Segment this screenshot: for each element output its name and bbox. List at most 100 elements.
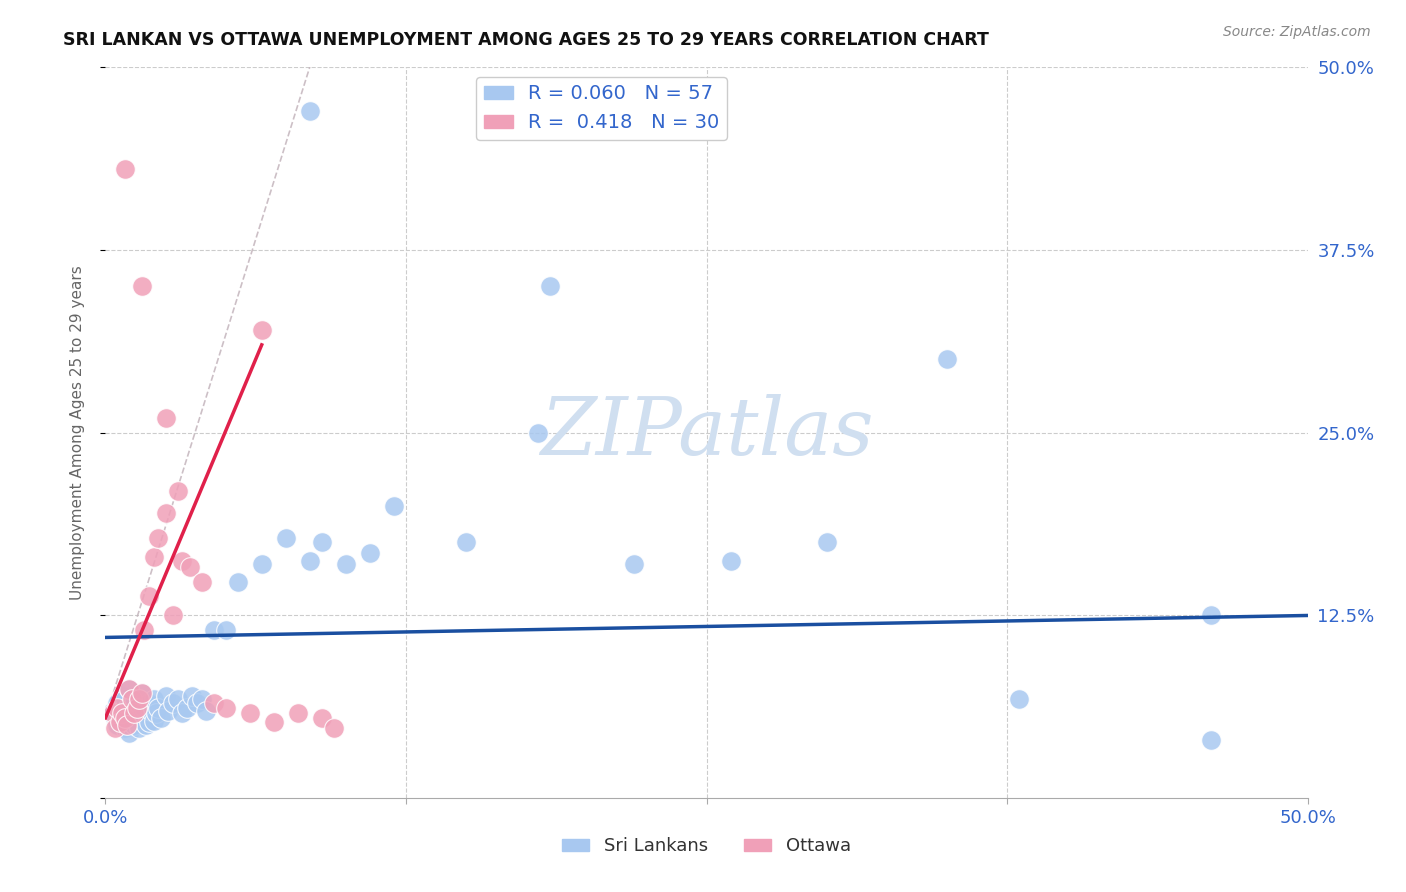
- Point: [202, 623, 225, 637]
- Point: [214, 700, 236, 714]
- Point: [139, 704, 162, 718]
- Legend: Sri Lankans, Ottawa: Sri Lankans, Ottawa: [555, 830, 858, 863]
- Point: [104, 711, 127, 725]
- Point: [142, 691, 165, 706]
- Point: [1201, 732, 1223, 747]
- Point: [148, 700, 170, 714]
- Point: [138, 696, 160, 710]
- Point: [148, 531, 170, 545]
- Point: [138, 590, 160, 604]
- Point: [239, 706, 262, 721]
- Point: [202, 696, 225, 710]
- Point: [131, 279, 153, 293]
- Point: [382, 499, 405, 513]
- Point: [131, 686, 153, 700]
- Point: [138, 715, 160, 730]
- Point: [118, 681, 141, 696]
- Point: [311, 711, 333, 725]
- Point: [124, 696, 146, 710]
- Point: [359, 545, 381, 559]
- Point: [181, 689, 204, 703]
- Point: [936, 352, 959, 367]
- Point: [172, 554, 194, 568]
- Point: [195, 704, 218, 718]
- Point: [132, 623, 155, 637]
- Point: [118, 681, 141, 696]
- Point: [155, 411, 177, 425]
- Point: [104, 721, 127, 735]
- Point: [176, 700, 198, 714]
- Point: [1201, 608, 1223, 623]
- Point: [111, 706, 134, 721]
- Text: SRI LANKAN VS OTTAWA UNEMPLOYMENT AMONG AGES 25 TO 29 YEARS CORRELATION CHART: SRI LANKAN VS OTTAWA UNEMPLOYMENT AMONG …: [63, 31, 990, 49]
- Point: [111, 689, 134, 703]
- Point: [287, 706, 309, 721]
- Point: [166, 691, 188, 706]
- Point: [155, 506, 177, 520]
- Point: [132, 700, 155, 714]
- Point: [101, 706, 124, 721]
- Point: [114, 691, 136, 706]
- Y-axis label: Unemployment Among Ages 25 to 29 years: Unemployment Among Ages 25 to 29 years: [70, 265, 84, 600]
- Point: [131, 706, 153, 721]
- Point: [226, 574, 249, 589]
- Point: [166, 484, 188, 499]
- Point: [115, 718, 138, 732]
- Text: Source: ZipAtlas.com: Source: ZipAtlas.com: [1223, 25, 1371, 39]
- Point: [114, 162, 136, 177]
- Point: [114, 711, 136, 725]
- Point: [538, 279, 561, 293]
- Point: [162, 696, 184, 710]
- Point: [186, 696, 208, 710]
- Point: [322, 721, 344, 735]
- Point: [156, 704, 179, 718]
- Point: [454, 535, 477, 549]
- Point: [131, 686, 153, 700]
- Point: [101, 704, 124, 718]
- Point: [720, 554, 742, 568]
- Point: [274, 531, 297, 545]
- Point: [115, 700, 138, 714]
- Point: [125, 700, 148, 714]
- Point: [190, 574, 212, 589]
- Point: [125, 706, 148, 721]
- Point: [114, 721, 136, 735]
- Point: [623, 558, 645, 572]
- Point: [118, 725, 141, 739]
- Point: [111, 715, 134, 730]
- Point: [121, 711, 143, 725]
- Point: [1008, 691, 1031, 706]
- Point: [250, 558, 273, 572]
- Point: [121, 691, 143, 706]
- Point: [335, 558, 357, 572]
- Point: [118, 704, 141, 718]
- Point: [107, 696, 129, 710]
- Point: [149, 711, 172, 725]
- Point: [190, 691, 212, 706]
- Point: [298, 554, 321, 568]
- Point: [250, 323, 273, 337]
- Point: [172, 706, 194, 721]
- Point: [124, 706, 146, 721]
- Point: [135, 718, 157, 732]
- Point: [527, 425, 550, 440]
- Point: [162, 608, 184, 623]
- Point: [124, 718, 146, 732]
- Point: [128, 691, 150, 706]
- Point: [108, 706, 131, 721]
- Point: [142, 714, 165, 728]
- Point: [128, 721, 150, 735]
- Point: [142, 549, 165, 564]
- Point: [107, 718, 129, 732]
- Point: [263, 715, 285, 730]
- Text: ZIPatlas: ZIPatlas: [540, 394, 873, 471]
- Point: [298, 103, 321, 118]
- Point: [214, 623, 236, 637]
- Point: [155, 689, 177, 703]
- Point: [108, 715, 131, 730]
- Point: [145, 706, 167, 721]
- Point: [107, 700, 129, 714]
- Point: [815, 535, 838, 549]
- Point: [179, 560, 201, 574]
- Point: [311, 535, 333, 549]
